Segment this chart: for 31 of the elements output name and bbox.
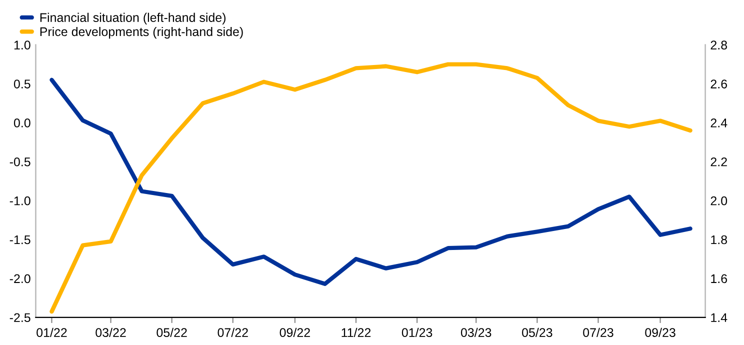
y-tick-label: -0.5 bbox=[10, 157, 30, 166]
x-tick-label: 05/23 bbox=[522, 328, 552, 337]
y-tick-label: -1.0 bbox=[10, 196, 30, 206]
x-tick-label: 09/23 bbox=[645, 328, 676, 337]
y2-tick-label: 2.6 bbox=[710, 80, 727, 88]
y-tick-label: -2.5 bbox=[10, 313, 30, 322]
x-tick-label: 03/23 bbox=[460, 328, 492, 337]
x-tick-label: 11/22 bbox=[342, 328, 371, 337]
x-tick-label: 05/22 bbox=[156, 328, 187, 337]
y2-tick-label: 1.4 bbox=[711, 313, 728, 322]
line-series bbox=[50, 78, 692, 286]
x-tick-label: 09/22 bbox=[280, 328, 310, 337]
y-tick-label: 0.5 bbox=[14, 80, 30, 88]
y2-tick-label: 2.2 bbox=[710, 157, 727, 166]
y2-tick-label: 2.8 bbox=[710, 40, 728, 50]
x-tick-label: 01/22 bbox=[36, 328, 67, 337]
y-tick-label: -1.5 bbox=[10, 235, 30, 244]
legend-label: Financial situation (left-hand side) bbox=[40, 12, 226, 24]
y2-tick-label: 1.6 bbox=[711, 274, 727, 284]
x-tick-label: 03/22 bbox=[96, 328, 126, 337]
y-tick-label: 1.0 bbox=[14, 40, 30, 50]
line-series bbox=[50, 62, 692, 314]
y2-tick-label: 1.8 bbox=[711, 235, 728, 244]
x-tick-label: 07/22 bbox=[218, 328, 248, 337]
x-tick-label: 07/23 bbox=[583, 328, 614, 337]
y-tick-label: -2.0 bbox=[10, 274, 30, 284]
y-tick-label: 0.0 bbox=[14, 118, 30, 128]
y2-tick-label: 2.4 bbox=[710, 118, 728, 128]
legend-label: Price developments (right-hand side) bbox=[40, 26, 243, 39]
y2-tick-label: 2.0 bbox=[710, 196, 728, 206]
x-tick-label: 01/23 bbox=[402, 328, 432, 337]
